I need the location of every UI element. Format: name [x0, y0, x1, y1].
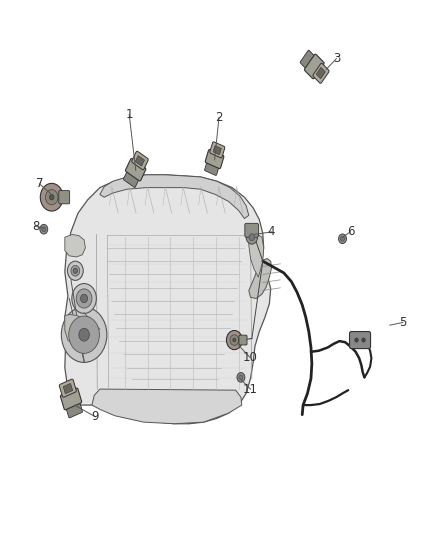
FancyBboxPatch shape [66, 401, 82, 418]
Circle shape [72, 284, 96, 313]
Circle shape [355, 338, 358, 342]
FancyBboxPatch shape [135, 156, 145, 166]
Polygon shape [249, 233, 264, 277]
Circle shape [61, 307, 107, 362]
FancyBboxPatch shape [60, 388, 81, 410]
Text: 8: 8 [32, 220, 39, 233]
FancyBboxPatch shape [59, 191, 70, 204]
Text: 1: 1 [125, 108, 133, 121]
Circle shape [49, 195, 54, 200]
Circle shape [79, 328, 89, 341]
Circle shape [230, 335, 239, 345]
Circle shape [40, 224, 48, 234]
Circle shape [81, 294, 88, 303]
FancyBboxPatch shape [124, 170, 139, 188]
Polygon shape [65, 235, 85, 257]
Circle shape [341, 237, 344, 241]
Text: 11: 11 [243, 383, 258, 395]
Circle shape [233, 338, 236, 342]
FancyBboxPatch shape [210, 142, 225, 158]
Circle shape [40, 183, 63, 211]
Circle shape [46, 190, 58, 205]
FancyBboxPatch shape [59, 379, 76, 397]
FancyBboxPatch shape [63, 383, 73, 394]
Circle shape [249, 233, 255, 241]
Text: 2: 2 [215, 111, 223, 124]
FancyBboxPatch shape [205, 161, 219, 175]
Circle shape [42, 227, 46, 232]
Circle shape [226, 330, 242, 350]
Circle shape [237, 373, 245, 382]
Text: 10: 10 [242, 351, 257, 364]
Polygon shape [65, 175, 271, 424]
Circle shape [239, 375, 243, 379]
FancyBboxPatch shape [245, 223, 258, 237]
Circle shape [73, 268, 78, 273]
Circle shape [339, 234, 346, 244]
FancyBboxPatch shape [205, 150, 224, 168]
FancyBboxPatch shape [239, 335, 247, 345]
Text: 7: 7 [35, 177, 43, 190]
Circle shape [246, 230, 258, 244]
Polygon shape [92, 389, 242, 424]
Text: 3: 3 [333, 52, 340, 65]
Polygon shape [65, 314, 90, 346]
Text: 4: 4 [268, 225, 276, 238]
Text: 5: 5 [399, 316, 406, 329]
FancyBboxPatch shape [350, 332, 371, 349]
Text: 6: 6 [346, 225, 354, 238]
FancyBboxPatch shape [313, 63, 329, 83]
Circle shape [71, 265, 80, 276]
FancyBboxPatch shape [125, 158, 146, 181]
Circle shape [76, 289, 92, 308]
Polygon shape [100, 175, 249, 219]
Circle shape [362, 338, 365, 342]
Polygon shape [249, 259, 272, 298]
Text: 9: 9 [92, 410, 99, 423]
FancyBboxPatch shape [213, 146, 221, 155]
FancyBboxPatch shape [304, 54, 324, 79]
FancyBboxPatch shape [316, 68, 325, 78]
Circle shape [69, 316, 99, 353]
FancyBboxPatch shape [300, 50, 315, 69]
FancyBboxPatch shape [132, 151, 148, 170]
Circle shape [67, 261, 83, 280]
